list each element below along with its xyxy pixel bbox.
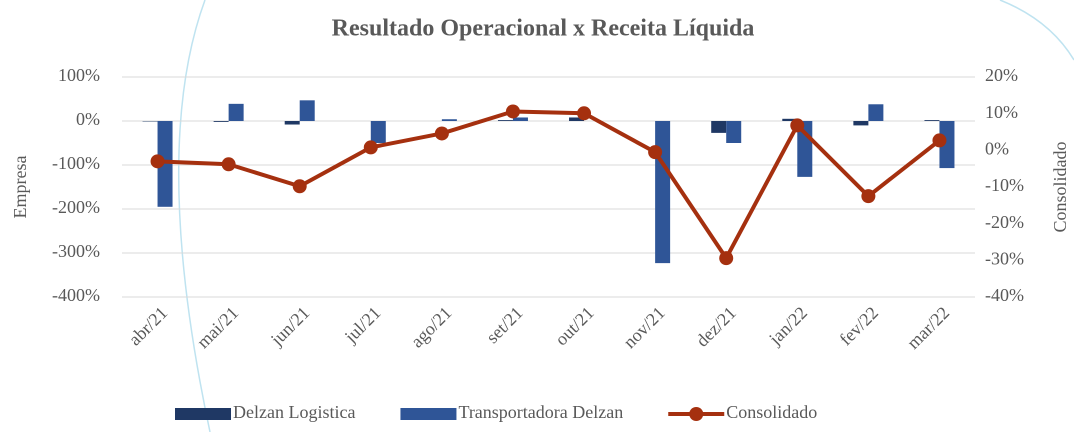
bar xyxy=(853,121,869,126)
x-tick-label: abr/21 xyxy=(125,303,172,350)
x-tick-label: mai/21 xyxy=(193,303,242,352)
y2-tick-label: -10% xyxy=(985,175,1024,195)
bar xyxy=(569,117,585,121)
line-marker xyxy=(505,104,520,119)
chart-title: Resultado Operacional x Receita Líquida xyxy=(332,16,755,42)
bar xyxy=(726,121,742,143)
x-tick-label: fev/22 xyxy=(835,303,882,350)
line-marker xyxy=(221,157,236,172)
legend-label: Consolidado xyxy=(726,402,817,422)
legend-label: Transportadora Delzan xyxy=(458,402,623,422)
y2-tick-label: -20% xyxy=(985,212,1024,232)
x-tick-label: mar/22 xyxy=(903,303,953,353)
bar xyxy=(441,119,457,121)
x-tick-label: jan/22 xyxy=(764,303,811,350)
bar xyxy=(497,120,513,121)
y2-tick-label: 10% xyxy=(985,102,1018,122)
line-marker xyxy=(292,179,307,194)
y2-tick-label: 20% xyxy=(985,65,1018,85)
x-tick-label: jul/21 xyxy=(340,303,385,348)
y2-tick-label: -40% xyxy=(985,285,1024,305)
bar xyxy=(157,121,173,207)
x-tick-label: set/21 xyxy=(482,303,527,348)
x-tick-label: dez/21 xyxy=(692,303,740,351)
y-tick-label: -300% xyxy=(52,241,100,261)
bar xyxy=(512,117,528,121)
y2-tick-label: 0% xyxy=(985,138,1009,158)
line-marker xyxy=(150,154,165,169)
line-marker xyxy=(577,106,592,121)
bar xyxy=(228,103,244,121)
y-tick-label: -200% xyxy=(52,197,100,217)
x-tick-label: out/21 xyxy=(551,303,598,350)
bar xyxy=(655,121,671,264)
y-axis-title: Empresa xyxy=(10,156,30,219)
bar xyxy=(213,121,229,122)
bar xyxy=(924,120,940,121)
line-marker xyxy=(648,145,663,160)
y2-tick-label: -30% xyxy=(985,248,1024,268)
line xyxy=(157,109,941,261)
bar xyxy=(711,121,727,133)
bar xyxy=(939,121,955,169)
bar xyxy=(370,121,386,143)
decor-arc xyxy=(999,0,1074,61)
line-marker xyxy=(719,251,734,266)
decor-arc xyxy=(178,0,211,432)
y-tick-label: -100% xyxy=(52,153,100,173)
line-marker xyxy=(363,140,378,155)
line-marker xyxy=(861,189,876,204)
line-marker xyxy=(932,133,947,148)
y-tick-label: 0% xyxy=(76,109,100,129)
x-tick-label: nov/21 xyxy=(619,303,669,353)
bar xyxy=(284,121,300,125)
line-marker xyxy=(434,126,449,141)
x-tick-label: ago/21 xyxy=(407,303,456,352)
y-tick-label: 100% xyxy=(58,65,100,85)
y-tick-label: -400% xyxy=(52,285,100,305)
y2-axis-title: Consolidado xyxy=(1050,141,1070,232)
line-marker xyxy=(790,118,805,133)
bar xyxy=(299,100,315,121)
legend-swatch xyxy=(400,408,457,420)
bar xyxy=(782,118,798,121)
x-tick-label: jun/21 xyxy=(266,303,313,350)
bar xyxy=(868,104,884,121)
legend-label: Delzan Logistica xyxy=(233,402,355,422)
legend-swatch xyxy=(689,407,704,421)
legend-swatch xyxy=(175,408,231,420)
